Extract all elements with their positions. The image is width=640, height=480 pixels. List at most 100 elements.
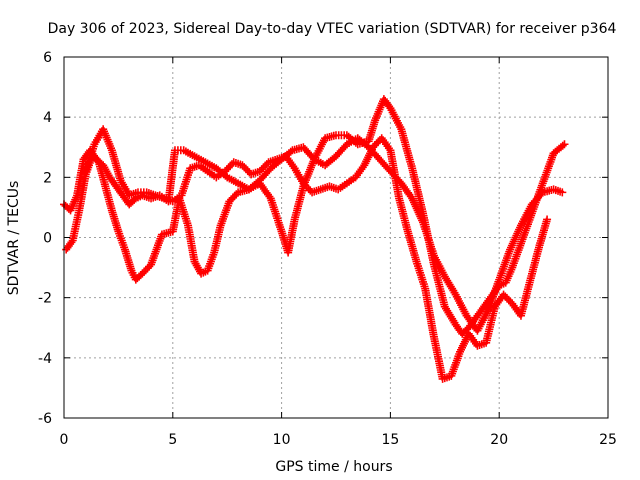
series-segment-markers xyxy=(379,136,393,153)
series-segment-markers xyxy=(517,280,534,318)
series-segment-markers xyxy=(333,142,350,159)
series-segment-markers xyxy=(267,196,285,234)
series-segment-markers xyxy=(509,241,525,270)
series-segment-markers xyxy=(101,184,116,213)
series-segment-markers xyxy=(147,232,166,267)
series-segment-markers xyxy=(318,183,332,193)
series-segment-markers xyxy=(291,184,307,222)
series-segment-markers xyxy=(474,298,491,318)
series-segment-markers xyxy=(497,279,508,289)
series-segment-markers xyxy=(404,229,420,264)
series-segment-markers xyxy=(266,156,280,166)
x-tick-label: 0 xyxy=(60,432,69,448)
series-segment-markers xyxy=(188,162,201,172)
y-tick-label: -2 xyxy=(38,291,52,307)
series-segment-markers xyxy=(381,96,394,111)
series-segment-markers xyxy=(197,162,210,174)
series-segment-markers xyxy=(61,201,73,213)
series-segment-markers xyxy=(240,163,254,177)
series-segment-markers xyxy=(466,313,480,330)
data-point xyxy=(225,197,234,206)
series-segment-markers xyxy=(459,325,472,337)
series-segment-markers xyxy=(430,262,449,309)
data-series xyxy=(60,95,569,383)
series-segment-markers xyxy=(283,154,298,171)
series-segment-markers xyxy=(249,168,262,178)
series-segment-markers xyxy=(448,350,464,378)
series-segment-markers xyxy=(67,193,81,213)
series-segment-markers xyxy=(95,160,109,189)
series-segment-markers xyxy=(517,211,536,246)
series-segment-markers xyxy=(107,175,119,189)
series-segment-markers xyxy=(126,195,139,207)
series-segment-markers xyxy=(452,292,470,318)
y-axis-ticks: -6 -4 -2 0 2 4 6 xyxy=(38,50,608,427)
data-point xyxy=(238,161,247,170)
series-track-3 xyxy=(81,125,552,383)
series-segment-markers xyxy=(115,229,129,252)
series-segment-markers xyxy=(204,250,218,273)
series-segment-markers xyxy=(475,339,488,349)
x-axis-label: GPS time / hours xyxy=(275,459,392,475)
series-segment-markers xyxy=(144,189,158,199)
series-segment-markers xyxy=(192,153,208,166)
series-segment-markers xyxy=(178,166,194,198)
y-tick-label: 0 xyxy=(43,231,52,247)
series-segment-markers xyxy=(257,166,274,183)
x-axis-ticks: 0 5 10 15 20 25 xyxy=(60,57,617,448)
series-segment-markers xyxy=(210,223,225,255)
series-segment-markers xyxy=(345,174,358,186)
series-segment-markers xyxy=(134,192,145,202)
series-segment-markers xyxy=(171,192,184,204)
series-segment-markers xyxy=(73,157,88,198)
series-segment-markers xyxy=(205,168,219,180)
y-tick-label: 6 xyxy=(43,50,52,66)
series-segment-markers xyxy=(430,335,447,381)
series-segment-markers xyxy=(482,304,499,345)
data-point xyxy=(368,143,377,152)
series-segment-markers xyxy=(551,186,565,196)
series-segment-markers xyxy=(227,190,241,204)
series-segment-markers xyxy=(128,268,139,282)
series-segment-markers xyxy=(502,265,516,285)
series-segment-markers xyxy=(184,223,199,264)
series-segment-markers xyxy=(127,189,140,199)
series-segment-markers xyxy=(311,136,328,162)
series-segment-markers xyxy=(181,147,197,160)
series-segment-markers xyxy=(466,331,480,348)
series-segment-markers xyxy=(191,259,204,276)
series-segment-markers xyxy=(100,127,115,153)
series-segment-markers xyxy=(386,148,403,201)
series-segment-markers xyxy=(108,148,124,183)
series-segment-markers xyxy=(75,172,90,213)
series-segment-markers xyxy=(526,247,542,285)
series-segment-markers xyxy=(413,259,429,291)
series-segment-markers xyxy=(275,153,288,163)
series-segment-markers xyxy=(440,372,454,383)
data-point xyxy=(560,140,569,149)
series-segment-markers xyxy=(162,195,175,205)
series-segment-markers xyxy=(257,181,274,201)
chart-title: Day 306 of 2023, Sidereal Day-to-day VTE… xyxy=(48,21,617,37)
series-segment-markers xyxy=(528,181,546,216)
series-segment-markers xyxy=(63,238,76,252)
series-segment-markers xyxy=(199,267,210,277)
series-segment-markers xyxy=(507,223,525,252)
series-segment-markers xyxy=(214,168,227,180)
series-segment-markers xyxy=(408,166,427,216)
data-point xyxy=(221,167,230,176)
series-segment-markers xyxy=(284,217,299,255)
series-segment-markers xyxy=(398,181,415,201)
series-segment-markers xyxy=(344,132,360,147)
series-segment-markers xyxy=(291,166,307,186)
series-segment-markers xyxy=(419,211,438,267)
series-segment-markers xyxy=(442,304,459,327)
y-tick-label: -4 xyxy=(38,351,52,367)
series-segment-markers xyxy=(222,160,236,174)
series-segment-markers xyxy=(327,183,340,193)
series-segment-markers xyxy=(336,180,349,192)
x-tick-label: 20 xyxy=(490,432,508,448)
series-segment-markers xyxy=(474,307,492,333)
series-segment-markers xyxy=(117,178,132,198)
x-tick-label: 5 xyxy=(168,432,177,448)
